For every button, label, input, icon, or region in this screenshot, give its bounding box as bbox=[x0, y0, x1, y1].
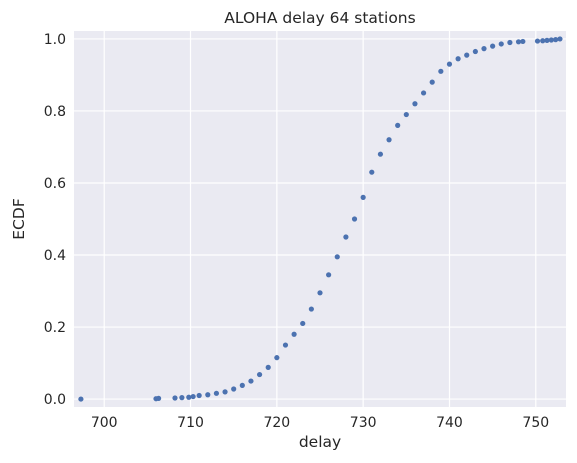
data-point bbox=[222, 389, 228, 395]
data-point bbox=[326, 272, 332, 278]
y-tick-label: 0.8 bbox=[44, 104, 66, 120]
data-point bbox=[308, 306, 314, 312]
data-point bbox=[553, 37, 559, 43]
y-tick-label: 0.2 bbox=[44, 320, 66, 336]
data-point bbox=[282, 342, 289, 348]
chart-title: ALOHA delay 64 stations bbox=[224, 9, 415, 27]
data-point bbox=[205, 392, 211, 398]
data-point bbox=[490, 43, 496, 49]
data-point bbox=[481, 46, 487, 52]
data-point bbox=[369, 169, 375, 175]
data-point bbox=[386, 137, 392, 143]
data-point bbox=[231, 386, 237, 392]
data-point bbox=[507, 39, 513, 46]
data-point bbox=[464, 52, 470, 58]
data-point bbox=[186, 394, 192, 400]
data-point bbox=[498, 41, 504, 47]
data-point bbox=[472, 48, 478, 55]
x-tick-label: 700 bbox=[91, 415, 118, 431]
data-point bbox=[155, 395, 162, 401]
data-point bbox=[412, 101, 418, 107]
data-point bbox=[351, 216, 358, 222]
data-point bbox=[429, 79, 435, 85]
data-point bbox=[548, 37, 554, 43]
data-point bbox=[239, 382, 245, 388]
y-tick-label: 1.0 bbox=[44, 32, 66, 48]
y-tick-labels: 0.0 0.2 0.4 0.6 0.8 1.0 bbox=[44, 32, 66, 408]
data-point bbox=[395, 122, 401, 128]
data-point bbox=[172, 395, 178, 401]
y-tick-label: 0.6 bbox=[44, 176, 66, 192]
x-tick-label: 720 bbox=[263, 415, 290, 431]
data-point bbox=[291, 331, 297, 337]
x-tick-labels: 700 710 720 730 740 750 bbox=[91, 415, 549, 431]
data-point bbox=[534, 38, 541, 44]
x-axis-label: delay bbox=[299, 433, 341, 451]
y-tick-label: 0.4 bbox=[44, 248, 66, 264]
x-tick-label: 710 bbox=[177, 415, 204, 431]
data-point bbox=[420, 90, 427, 96]
x-tick-label: 730 bbox=[350, 415, 377, 431]
data-point bbox=[213, 390, 220, 396]
data-point bbox=[520, 38, 526, 45]
data-point bbox=[179, 395, 185, 401]
data-point bbox=[438, 68, 444, 74]
data-point bbox=[256, 371, 263, 378]
data-point bbox=[403, 111, 409, 118]
data-point bbox=[446, 61, 453, 67]
y-axis-label: ECDF bbox=[10, 198, 28, 240]
data-point bbox=[274, 355, 280, 361]
data-point bbox=[515, 39, 522, 45]
data-point bbox=[317, 290, 323, 296]
data-point bbox=[190, 393, 196, 400]
data-point bbox=[343, 234, 349, 240]
x-tick-label: 740 bbox=[436, 415, 463, 431]
data-points bbox=[78, 36, 563, 402]
data-point bbox=[78, 396, 84, 402]
data-point bbox=[334, 254, 340, 260]
data-point bbox=[544, 37, 550, 43]
data-point bbox=[540, 38, 546, 44]
y-tick-label: 0.0 bbox=[44, 392, 66, 408]
x-gridlines bbox=[103, 31, 537, 407]
data-point bbox=[300, 320, 306, 327]
data-point bbox=[377, 151, 384, 157]
data-point bbox=[248, 378, 254, 384]
x-tick-label: 750 bbox=[522, 415, 549, 431]
data-point bbox=[265, 364, 271, 370]
data-point bbox=[455, 56, 461, 62]
data-point bbox=[360, 194, 366, 200]
data-point bbox=[196, 392, 202, 399]
data-point bbox=[557, 36, 563, 42]
plot-area bbox=[74, 31, 566, 407]
